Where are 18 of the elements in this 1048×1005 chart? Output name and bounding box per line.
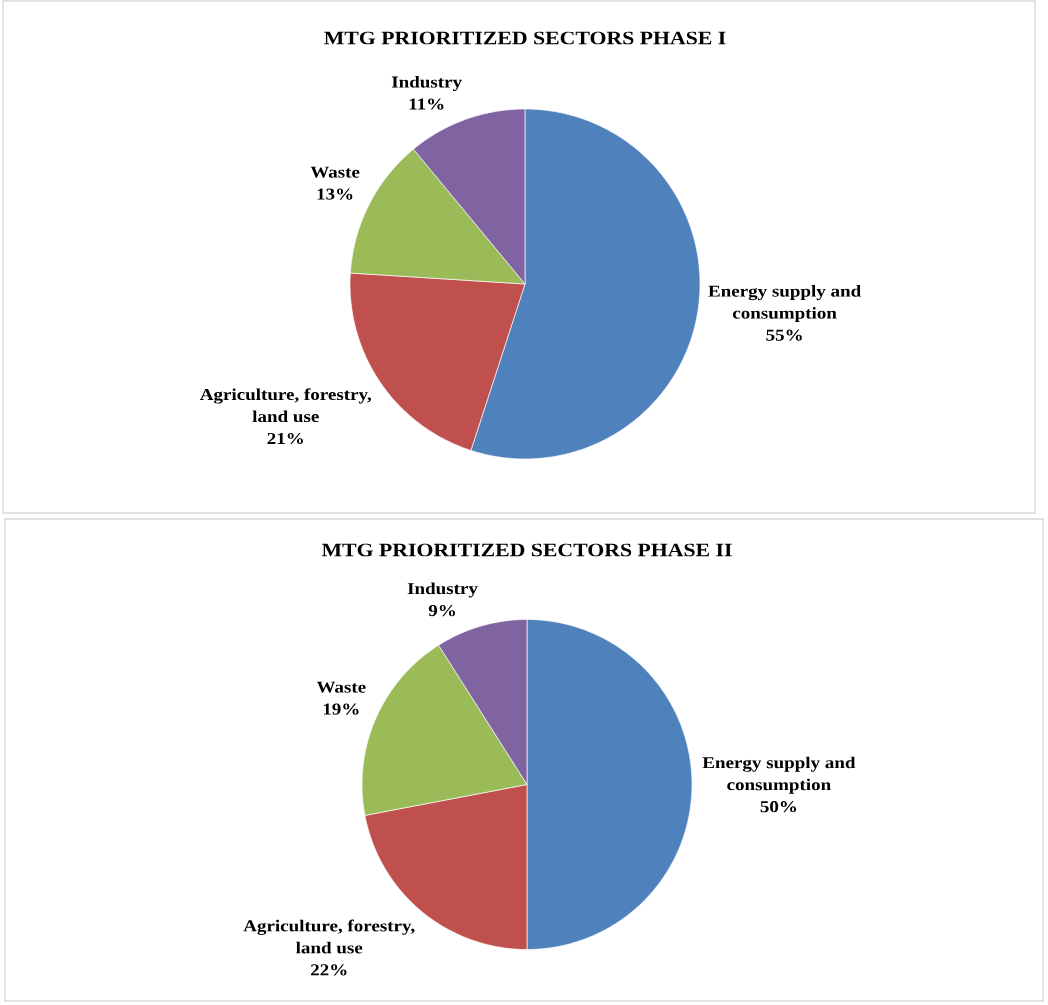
slice-label: Energy supply and consumption xyxy=(708,285,861,323)
data-label: 11% xyxy=(409,98,444,110)
data-label: 19% xyxy=(323,703,359,715)
data-label: 13% xyxy=(317,188,353,200)
slice-label: Waste xyxy=(310,166,360,178)
chart-title: MTG PRIORITIZED SECTORS PHASE I xyxy=(324,31,726,45)
slice-label: Agriculture, forestry, land use xyxy=(199,388,372,423)
data-label: 22% xyxy=(310,964,347,976)
slice-label: Agriculture, forestry, land use xyxy=(243,919,415,954)
slice-label: Waste xyxy=(316,681,366,693)
chart-title: MTG PRIORITIZED SECTORS PHASE II xyxy=(321,543,732,557)
data-label: 55% xyxy=(766,329,802,341)
slice-label: Industry xyxy=(391,75,462,92)
slice-label: Industry xyxy=(407,582,478,598)
data-label: 50% xyxy=(760,801,797,813)
data-label: 9% xyxy=(428,604,455,617)
slice-label: Energy supply and consumption xyxy=(702,756,856,794)
data-label: 21% xyxy=(267,432,303,445)
